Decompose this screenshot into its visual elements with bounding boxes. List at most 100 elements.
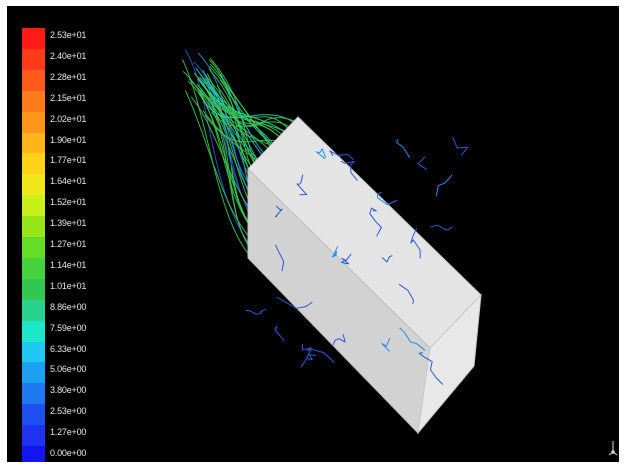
colormap-label: 8.86e+00 [50, 301, 87, 312]
surface-pathline [417, 156, 427, 170]
colormap-entry: 2.28e+01 [22, 69, 94, 91]
surface-pathline [398, 283, 415, 304]
surface-pathline [399, 327, 426, 351]
colormap-entry: 1.52e+01 [22, 195, 94, 217]
surface-pathline [328, 149, 354, 161]
colormap-swatch [22, 111, 45, 133]
colormap-swatch [22, 216, 45, 238]
colormap-entry: 7.59e+00 [22, 320, 94, 342]
colormap-label: 0.00e+00 [50, 448, 87, 458]
surface-pathline [300, 343, 312, 368]
colormap-label: 1.27e+00 [50, 427, 87, 438]
colormap-swatch [22, 28, 45, 49]
surface-pathline [331, 246, 339, 258]
colormap-swatch [22, 48, 45, 70]
graphics-viewport[interactable]: 2.53e+01 2.40e+01 2.28e+01 2.15e+01 2.02e+01… [7, 6, 619, 462]
colormap-label: 3.80e+00 [50, 385, 87, 396]
surface-pathline [369, 207, 383, 237]
colormap-swatch [22, 90, 45, 112]
colormap-entry: 1.39e+01 [22, 216, 94, 238]
surface-pathline [275, 244, 285, 272]
colormap-label: 1.27e+01 [50, 239, 87, 249]
pathline [184, 90, 260, 248]
surface-pathline [276, 296, 313, 309]
surface-pathline [274, 205, 284, 218]
surface-pathline [376, 191, 398, 206]
colormap-entry: 8.86e+00 [22, 299, 94, 321]
colormap-entry: 1.64e+01 [22, 174, 94, 196]
colormap-swatch [22, 153, 45, 175]
cfd-scene[interactable] [7, 6, 619, 462]
colormap-swatch [22, 132, 45, 154]
colormap-entry: 2.53e+01 [22, 28, 94, 49]
colormap-label: 1.14e+01 [50, 259, 87, 270]
colormap-entry: 3.80e+00 [22, 383, 94, 405]
colormap-entry: 2.15e+01 [22, 90, 94, 112]
colormap-entry: 6.33e+00 [22, 341, 94, 363]
colormap-label: 1.77e+01 [50, 155, 87, 166]
colormap-label: 6.33e+00 [50, 343, 87, 354]
surface-pathline [435, 174, 453, 197]
colormap-entry: 1.27e+01 [22, 237, 94, 258]
surface-pathline [410, 227, 421, 259]
surface-pathline [274, 325, 285, 341]
colormap-swatch [22, 446, 45, 462]
colormap-entry: 2.40e+01 [22, 48, 94, 70]
colormap-label: 2.53e+01 [50, 30, 87, 40]
surface-pathline [332, 334, 346, 346]
colormap-entry: 2.53e+00 [22, 404, 94, 426]
colormap-legend: 2.53e+01 2.40e+01 2.28e+01 2.15e+01 2.02e+01… [22, 28, 94, 462]
surface-pathline [340, 253, 352, 265]
box-side-face [417, 293, 482, 435]
surface-pathline [395, 139, 411, 158]
colormap-swatch [22, 425, 45, 447]
colormap-swatch [22, 341, 45, 363]
colormap-swatch [22, 195, 45, 217]
colormap-label: 2.02e+01 [50, 113, 87, 124]
colormap-entry: 0.00e+00 [22, 446, 94, 462]
colormap-swatch [22, 299, 45, 321]
colormap-entry: 1.27e+00 [22, 425, 94, 447]
colormap-entry: 1.01e+01 [22, 278, 94, 300]
colormap-label: 1.52e+01 [50, 197, 87, 208]
colormap-entry: 1.77e+01 [22, 153, 94, 175]
pathline [198, 92, 305, 132]
colormap-label: 2.28e+01 [50, 71, 87, 82]
colormap-swatch [22, 404, 45, 426]
colormap-swatch [22, 257, 45, 279]
colormap-swatch [22, 174, 45, 196]
colormap-label: 5.06e+00 [50, 364, 87, 375]
colormap-label: 1.01e+01 [50, 280, 87, 291]
surface-pathline [245, 308, 266, 315]
colormap-swatch [22, 362, 45, 384]
colormap-label: 2.40e+01 [50, 50, 87, 61]
colormap-label: 1.90e+01 [50, 134, 87, 145]
colormap-swatch [22, 237, 45, 258]
pathline [227, 109, 306, 128]
surface-pathline [381, 338, 391, 352]
surface-pathline [305, 346, 335, 363]
colormap-entry: 1.90e+01 [22, 132, 94, 154]
colormap-label: 1.39e+01 [50, 218, 87, 229]
colormap-swatch [22, 320, 45, 342]
colormap-swatch [22, 383, 45, 405]
colormap-swatch [22, 278, 45, 300]
surface-pathline [418, 352, 444, 385]
surface-pathline [296, 174, 308, 196]
surface-pathline [340, 160, 358, 181]
colormap-entry: 2.02e+01 [22, 111, 94, 133]
colormap-label: 1.64e+01 [50, 176, 87, 187]
surface-pathline [314, 147, 327, 160]
surface-pathline [381, 255, 393, 263]
colormap-entry: 5.06e+00 [22, 362, 94, 384]
surface-pathline [306, 353, 316, 361]
surface-pathlines [245, 136, 469, 385]
colormap-entry: 1.14e+01 [22, 257, 94, 279]
colormap-label: 2.53e+00 [50, 406, 87, 417]
axis-triad-icon [608, 441, 618, 456]
colormap-label: 7.59e+00 [50, 322, 87, 333]
colormap-swatch [22, 69, 45, 91]
surface-pathline [452, 136, 469, 156]
surface-pathline [430, 224, 453, 231]
colormap-label: 2.15e+01 [50, 92, 87, 103]
